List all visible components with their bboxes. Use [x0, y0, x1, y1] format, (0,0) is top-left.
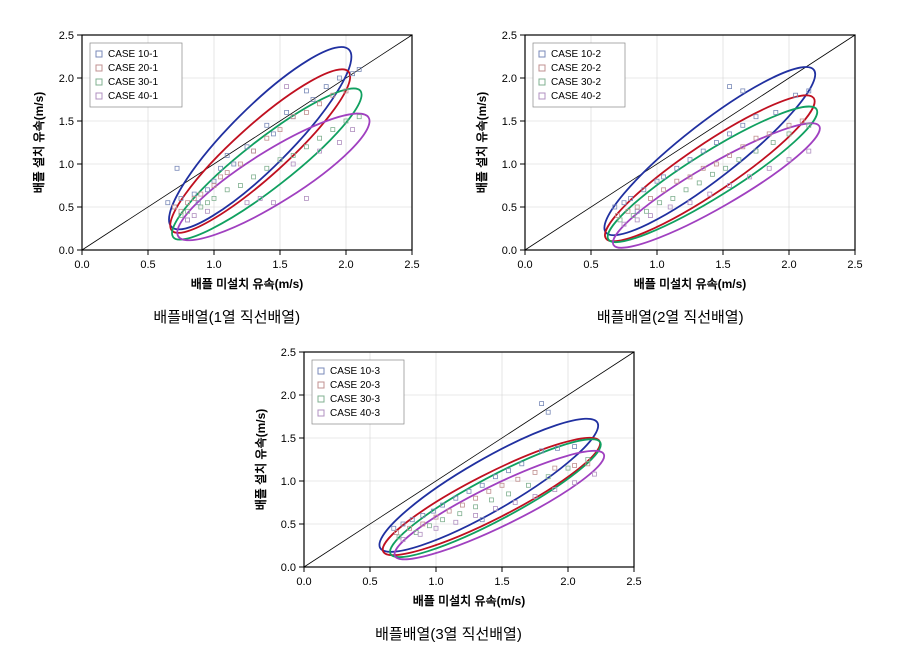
- svg-text:배플 설치 유속(m/s): 배플 설치 유속(m/s): [253, 409, 268, 511]
- svg-text:0.5: 0.5: [584, 259, 599, 271]
- svg-text:0.0: 0.0: [74, 259, 89, 271]
- svg-text:2.5: 2.5: [404, 259, 419, 271]
- svg-text:0.5: 0.5: [58, 202, 73, 214]
- svg-text:1.0: 1.0: [280, 476, 295, 488]
- svg-text:0.5: 0.5: [280, 519, 295, 531]
- svg-text:CASE 10-1: CASE 10-1: [108, 49, 158, 60]
- panel-2: 0.0 0.5 1.0 1.5 2.0 2.5 0.0 0.5 1.0 1.5 2.0 2.5 배플 미…: [470, 20, 870, 327]
- panel-3: 0.0 0.5 1.0 1.5 2.0 2.5 0.0 0.5 1.0 1.5 2.0 2.5 배플 미…: [249, 337, 649, 644]
- svg-text:1.0: 1.0: [428, 576, 443, 588]
- svg-text:1.5: 1.5: [716, 259, 731, 271]
- caption-3: 배플배열(3열 직선배열): [249, 623, 649, 644]
- svg-text:CASE 30-2: CASE 30-2: [551, 77, 601, 88]
- svg-text:CASE 30-3: CASE 30-3: [330, 394, 380, 405]
- panels-grid: 0.0 0.5 1.0 1.5 2.0 2.5 0.0 0.5 1.0 1.5 2.0 2.5 배플 미…: [20, 20, 877, 644]
- svg-text:CASE 40-2: CASE 40-2: [551, 91, 601, 102]
- svg-text:CASE 20-3: CASE 20-3: [330, 380, 380, 391]
- svg-text:CASE 10-2: CASE 10-2: [551, 49, 601, 60]
- svg-text:2.5: 2.5: [280, 347, 295, 359]
- svg-text:2.5: 2.5: [58, 30, 73, 42]
- svg-text:배플 설치 유속(m/s): 배플 설치 유속(m/s): [31, 92, 46, 194]
- svg-text:CASE 20-1: CASE 20-1: [108, 63, 158, 74]
- caption-2: 배플배열(2열 직선배열): [470, 306, 870, 327]
- chart-2: 0.0 0.5 1.0 1.5 2.0 2.5 0.0 0.5 1.0 1.5 2.0 2.5 배플 미…: [470, 20, 870, 300]
- svg-text:2.5: 2.5: [502, 30, 517, 42]
- svg-text:2.0: 2.0: [338, 259, 353, 271]
- svg-text:1.0: 1.0: [650, 259, 665, 271]
- svg-text:배플 미설치 유속(m/s): 배플 미설치 유속(m/s): [190, 276, 303, 291]
- svg-text:0.0: 0.0: [58, 245, 73, 257]
- svg-text:2.0: 2.0: [280, 390, 295, 402]
- svg-text:배플 미설치 유속(m/s): 배플 미설치 유속(m/s): [634, 276, 747, 291]
- svg-text:CASE 30-1: CASE 30-1: [108, 77, 158, 88]
- svg-text:CASE 10-3: CASE 10-3: [330, 366, 380, 377]
- svg-text:CASE 40-3: CASE 40-3: [330, 408, 380, 419]
- svg-text:배플 설치 유속(m/s): 배플 설치 유속(m/s): [474, 92, 489, 194]
- svg-text:0.0: 0.0: [280, 562, 295, 574]
- svg-text:0.5: 0.5: [502, 202, 517, 214]
- svg-text:CASE 40-1: CASE 40-1: [108, 91, 158, 102]
- svg-text:1.5: 1.5: [272, 259, 287, 271]
- svg-text:CASE 20-2: CASE 20-2: [551, 63, 601, 74]
- svg-text:2.0: 2.0: [502, 73, 517, 85]
- svg-text:2.0: 2.0: [782, 259, 797, 271]
- svg-text:0.0: 0.0: [518, 259, 533, 271]
- svg-text:1.5: 1.5: [58, 116, 73, 128]
- svg-text:1.0: 1.0: [206, 259, 221, 271]
- svg-text:1.5: 1.5: [280, 433, 295, 445]
- caption-1: 배플배열(1열 직선배열): [27, 306, 427, 327]
- svg-text:배플 미설치 유속(m/s): 배플 미설치 유속(m/s): [412, 593, 525, 608]
- svg-text:2.5: 2.5: [848, 259, 863, 271]
- svg-text:1.5: 1.5: [502, 116, 517, 128]
- svg-text:2.0: 2.0: [560, 576, 575, 588]
- svg-text:2.5: 2.5: [626, 576, 641, 588]
- svg-text:1.0: 1.0: [502, 159, 517, 171]
- svg-text:0.0: 0.0: [502, 245, 517, 257]
- svg-text:1.5: 1.5: [494, 576, 509, 588]
- chart-3: 0.0 0.5 1.0 1.5 2.0 2.5 0.0 0.5 1.0 1.5 2.0 2.5 배플 미…: [249, 337, 649, 617]
- panel-1: 0.0 0.5 1.0 1.5 2.0 2.5 0.0 0.5 1.0 1.5 2.0 2.5 배플 미…: [27, 20, 427, 327]
- svg-text:2.0: 2.0: [58, 73, 73, 85]
- svg-text:1.0: 1.0: [58, 159, 73, 171]
- svg-text:0.5: 0.5: [362, 576, 377, 588]
- svg-text:0.0: 0.0: [296, 576, 311, 588]
- svg-text:0.5: 0.5: [140, 259, 155, 271]
- chart-1: 0.0 0.5 1.0 1.5 2.0 2.5 0.0 0.5 1.0 1.5 2.0 2.5 배플 미…: [27, 20, 427, 300]
